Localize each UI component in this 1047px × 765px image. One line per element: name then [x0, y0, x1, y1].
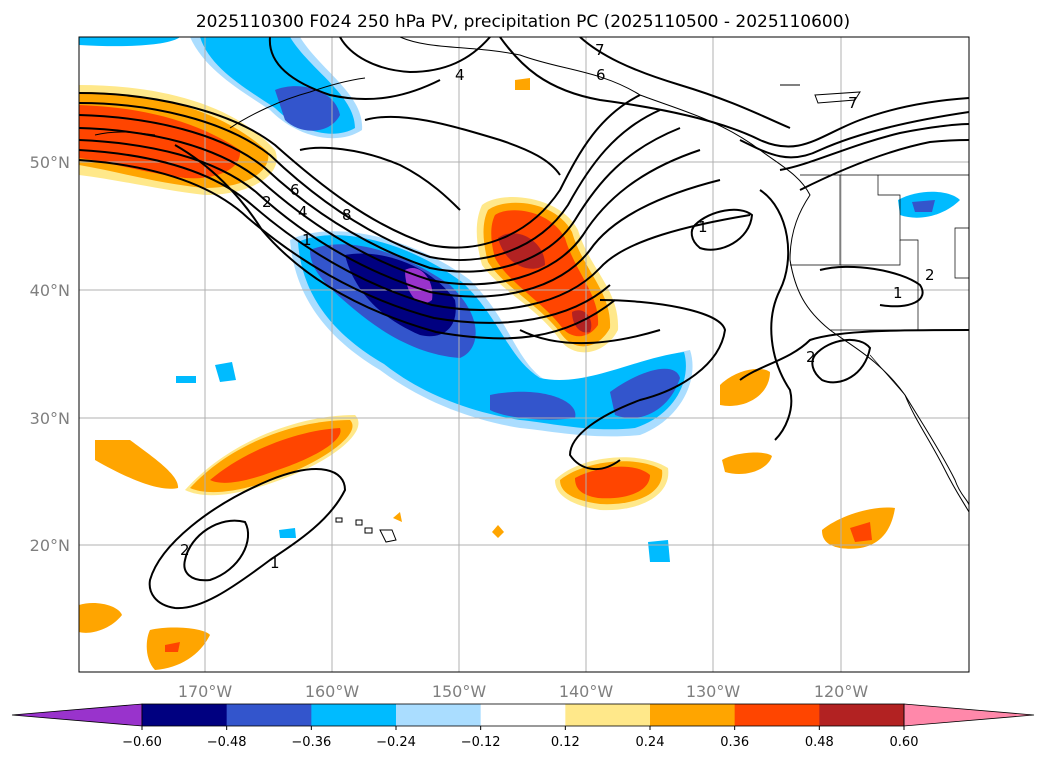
lat-label-50n: 50°N: [30, 153, 70, 172]
lat-label-30n: 30°N: [30, 409, 70, 428]
contour-label: 2: [925, 266, 935, 284]
contour-label: 1: [698, 218, 708, 236]
pv-contours: [79, 37, 969, 610]
colorbar-segment: [565, 704, 651, 726]
latitude-labels: 50°N 40°N 30°N 20°N: [30, 153, 70, 555]
positive-anomaly-small: [850, 522, 872, 542]
colorbar-label: 0.36: [720, 735, 749, 750]
negative-anomaly-small: [912, 200, 935, 212]
positive-anomaly-small: [393, 512, 402, 522]
lat-label-40n: 40°N: [30, 281, 70, 300]
colorbar-segment: [142, 704, 228, 726]
positive-anomaly-central: [498, 233, 545, 269]
colorbar-segment: [650, 704, 736, 726]
colorbar-segment: [226, 704, 312, 726]
colorbar-segment: [734, 704, 820, 726]
coastlines: [94, 37, 969, 543]
colorbar-label: −0.48: [207, 735, 247, 750]
colorbar-label: −0.36: [291, 735, 331, 750]
colorbar-extend-high: [903, 703, 1035, 727]
positive-anomaly-small: [492, 525, 504, 538]
positive-anomaly-small: [165, 642, 180, 652]
lon-label-170w: 170°W: [178, 682, 233, 701]
contour-label: 4: [298, 203, 308, 221]
colorbar-label: 0.12: [551, 735, 580, 750]
colorbar-extend-low: [11, 703, 143, 727]
contour-label: 7: [848, 94, 858, 112]
colorbar-label: 0.24: [636, 735, 665, 750]
lat-label-20n: 20°N: [30, 536, 70, 555]
longitude-labels: 170°W 160°W 150°W 140°W 130°W 120°W: [178, 682, 869, 701]
map-frame: [78, 36, 970, 673]
positive-anomaly-west: [210, 428, 341, 483]
negative-anomaly-small: [648, 540, 670, 562]
negative-anomaly-small: [215, 362, 236, 382]
map-content: 4 6 6 4 2 1 8 2 1 7 2 1 2 1 7: [79, 37, 969, 672]
positive-anomaly-west: [95, 440, 179, 489]
graticule: [79, 37, 969, 672]
contour-label: 6: [290, 181, 300, 199]
lon-label-120w: 120°W: [814, 682, 869, 701]
contour-label: 7: [595, 41, 605, 59]
lon-label-160w: 160°W: [305, 682, 360, 701]
negative-anomaly-north: [79, 37, 180, 47]
figure-title: 2025110300 F024 250 hPa PV, precipitatio…: [196, 12, 850, 32]
negative-anomaly-central: [405, 268, 433, 304]
contour-labels: 4 6 6 4 2 1 8 2 1 7 2 1 2 1 7: [180, 41, 935, 572]
colorbar-label: 0.48: [805, 735, 834, 750]
colorbar-label: 0.60: [890, 735, 919, 750]
contour-label: 2: [262, 193, 272, 211]
contour-label: 1: [893, 284, 903, 302]
colorbar-label: −0.12: [461, 735, 501, 750]
negative-anomaly-small: [176, 376, 196, 383]
contour-label: 4: [455, 66, 465, 84]
colorbar-segment: [480, 704, 566, 726]
colorbar-outline: [141, 703, 905, 727]
lon-label-140w: 140°W: [559, 682, 614, 701]
colorbar-segment: [396, 704, 482, 726]
contour-label: 2: [180, 541, 190, 559]
colorbar-segment: [819, 704, 905, 726]
colorbar-label: −0.60: [122, 735, 162, 750]
lon-label-150w: 150°W: [432, 682, 487, 701]
colorbar-segment: [311, 704, 397, 726]
contour-label: 6: [596, 66, 606, 84]
positive-anomaly-south: [575, 466, 650, 499]
contour-label: 2: [806, 348, 816, 366]
colorbar-label: −0.24: [376, 735, 416, 750]
contour-label: 1: [302, 231, 312, 249]
lon-label-130w: 130°W: [686, 682, 741, 701]
positive-anomaly-small: [79, 603, 122, 633]
precip-shading: [79, 37, 960, 670]
positive-anomaly-small: [722, 452, 772, 475]
contour-label: 1: [270, 554, 280, 572]
positive-anomaly-small: [720, 368, 770, 406]
contour-label: 8: [342, 206, 352, 224]
negative-anomaly-small: [279, 528, 296, 538]
negative-anomaly-central: [490, 391, 576, 420]
colorbar: −0.60 −0.48 −0.36 −0.24 −0.12 0.12 0.24 0.36 0.4…: [11, 703, 1035, 750]
positive-anomaly-small: [515, 78, 530, 90]
